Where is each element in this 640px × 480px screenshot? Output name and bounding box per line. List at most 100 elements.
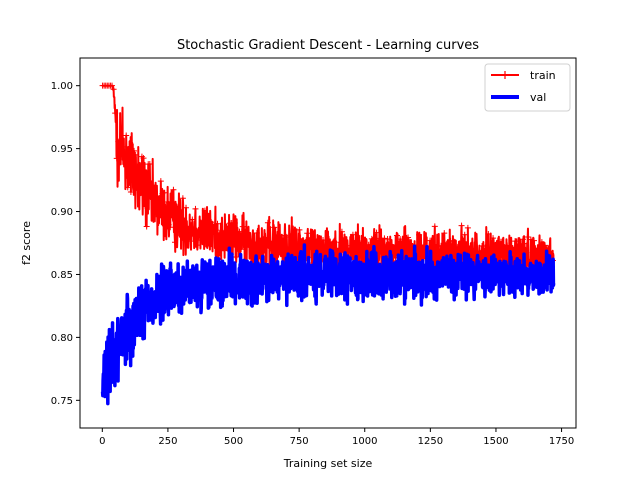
data-point-train xyxy=(244,234,251,241)
data-point-train xyxy=(234,233,241,240)
data-point-train xyxy=(532,245,539,252)
data-point-train xyxy=(142,203,149,210)
data-point-train xyxy=(513,249,520,256)
data-point-train xyxy=(338,228,345,235)
data-point-train xyxy=(164,198,171,205)
data-point-train xyxy=(121,148,128,155)
data-point-train xyxy=(524,234,531,241)
data-point-train xyxy=(112,110,119,117)
data-point-train xyxy=(212,227,219,234)
series-line-val xyxy=(100,243,556,406)
data-point-train xyxy=(504,242,511,249)
data-point-train xyxy=(486,249,493,256)
data-point-train xyxy=(304,230,311,237)
data-point-train xyxy=(449,246,456,253)
data-point-train xyxy=(491,246,498,253)
data-point-train xyxy=(116,151,123,158)
data-point-train xyxy=(502,252,509,259)
data-point-train xyxy=(485,230,492,237)
data-point-train xyxy=(249,238,256,245)
data-point-train xyxy=(441,230,448,237)
data-point-train xyxy=(332,245,339,252)
data-point-train xyxy=(132,151,139,158)
data-point-train xyxy=(124,184,131,191)
chart-title: Stochastic Gradient Descent - Learning c… xyxy=(177,38,479,53)
data-point-train xyxy=(280,235,287,242)
legend-train-marker xyxy=(501,71,509,79)
data-point-train xyxy=(118,137,125,144)
data-point-train xyxy=(257,242,264,249)
data-point-train xyxy=(464,224,471,231)
x-tick-label: 500 xyxy=(224,436,243,447)
data-point-train xyxy=(242,226,249,233)
data-point-train xyxy=(323,237,330,244)
data-point-train xyxy=(260,236,267,243)
data-point-train xyxy=(305,243,312,250)
data-point-train xyxy=(192,205,199,212)
data-point-train xyxy=(194,242,201,249)
data-point-train xyxy=(353,246,360,253)
plot-area-frame xyxy=(79,57,577,429)
data-point-train xyxy=(461,231,468,238)
data-point-train xyxy=(479,243,486,250)
data-point-train xyxy=(264,219,271,226)
data-point-train xyxy=(189,216,196,223)
data-point-train xyxy=(368,235,375,242)
data-point-train xyxy=(275,241,282,248)
data-point-train xyxy=(346,248,353,255)
data-point-train xyxy=(296,226,303,233)
data-point-train xyxy=(160,189,167,196)
data-point-train xyxy=(197,237,204,244)
data-point-train xyxy=(279,239,286,246)
data-point-train xyxy=(190,229,197,236)
data-point-train xyxy=(172,239,179,246)
data-point-train xyxy=(490,235,497,242)
data-point-train xyxy=(154,207,161,214)
legend-plus-marker xyxy=(501,71,509,79)
data-point-train xyxy=(348,242,355,249)
data-point-train xyxy=(176,214,183,221)
data-point-train xyxy=(126,170,133,177)
data-point-train xyxy=(496,245,503,252)
data-point-train xyxy=(178,225,185,232)
data-point-train xyxy=(261,240,268,247)
data-point-train xyxy=(357,240,364,247)
data-point-train xyxy=(442,244,449,251)
data-point-train xyxy=(375,243,382,250)
x-axis-label: Training set size xyxy=(283,457,373,470)
data-point-train xyxy=(521,240,528,247)
data-point-train xyxy=(395,240,402,247)
data-point-train xyxy=(274,236,281,243)
x-tick-label: 1750 xyxy=(549,436,574,447)
y-tick-label: 0.80 xyxy=(51,333,73,344)
data-point-train xyxy=(535,250,542,257)
data-point-train xyxy=(321,246,328,253)
data-point-train xyxy=(417,242,424,249)
data-point-train xyxy=(129,155,136,162)
data-point-train xyxy=(253,230,260,237)
legend-val-label: val xyxy=(530,91,546,104)
x-tick-label: 0 xyxy=(99,436,105,447)
data-point-train xyxy=(239,223,246,230)
data-point-train xyxy=(431,223,438,230)
data-point-train xyxy=(168,210,175,217)
data-point-train xyxy=(416,231,423,238)
data-point-train xyxy=(153,211,160,218)
y-axis-label: f2 score xyxy=(20,221,33,265)
data-point-train xyxy=(238,246,245,253)
x-tick-label: 250 xyxy=(158,436,177,447)
data-point-train xyxy=(123,132,130,139)
data-point-train xyxy=(381,235,388,242)
data-point-train xyxy=(214,220,221,227)
data-point-train xyxy=(231,219,238,226)
data-point-train xyxy=(216,233,223,240)
data-point-train xyxy=(135,163,142,170)
data-point-train xyxy=(272,247,279,254)
legend-train-label: train xyxy=(530,69,556,82)
legend: train val xyxy=(484,63,571,112)
data-point-train xyxy=(359,245,366,252)
data-point-train xyxy=(293,250,300,257)
data-point-train xyxy=(220,240,227,247)
data-point-train xyxy=(170,186,177,193)
data-point-train xyxy=(458,222,465,229)
